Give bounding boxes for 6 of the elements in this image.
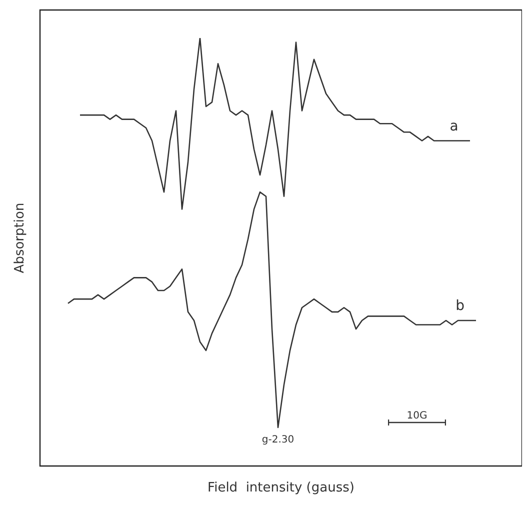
annotation: 10G (406, 410, 428, 422)
series-label: b (456, 298, 465, 314)
x-axis-title: Field intensity (gauss) (208, 480, 354, 496)
y-axis-title: Absorption (12, 202, 28, 274)
series-label: a (450, 118, 458, 134)
annotation: g-2.30 (262, 434, 294, 446)
